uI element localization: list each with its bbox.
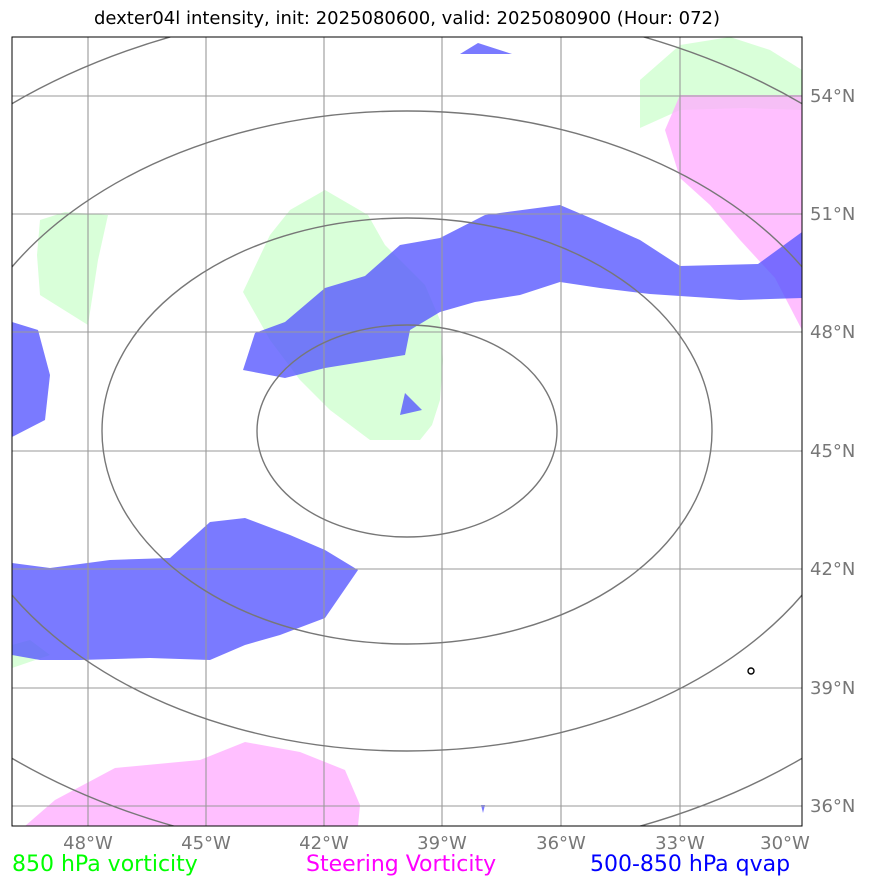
lon-tick-label: 42°W bbox=[299, 833, 349, 854]
lat-tick-label: 48°N bbox=[810, 322, 855, 343]
qvap-region bbox=[460, 43, 512, 54]
plot-border bbox=[11, 36, 803, 827]
intensity-contour-ring bbox=[101, 217, 713, 645]
lat-tick-label: 45°N bbox=[810, 441, 855, 462]
legend-qvap: 500-850 hPa qvap bbox=[590, 852, 791, 877]
lon-tick-label: 33°W bbox=[655, 833, 705, 854]
qvap-region bbox=[481, 805, 485, 813]
lon-tick-label: 45°W bbox=[181, 833, 231, 854]
vorticity-850-region bbox=[37, 212, 108, 325]
intensity-contour-ring bbox=[12, 110, 802, 752]
intensity-contour-ring bbox=[256, 324, 558, 538]
marker-circle bbox=[747, 667, 755, 675]
map-title: dexter04l intensity, init: 2025080600, v… bbox=[93, 8, 721, 29]
qvap-region bbox=[12, 322, 50, 437]
qvap-region bbox=[12, 518, 358, 660]
lat-tick-label: 51°N bbox=[810, 204, 855, 225]
legend-vorticity-850: 850 hPa vorticity bbox=[12, 852, 198, 877]
qvap-region bbox=[243, 205, 802, 378]
qvap-layer bbox=[12, 43, 802, 813]
lat-tick-label: 39°N bbox=[810, 678, 855, 699]
lat-tick-label: 54°N bbox=[810, 86, 855, 107]
lon-tick-label: 39°W bbox=[417, 833, 467, 854]
lon-tick-label: 48°W bbox=[63, 833, 113, 854]
lat-tick-label: 36°N bbox=[810, 796, 855, 817]
lon-tick-label: 30°W bbox=[760, 833, 810, 854]
qvap-region bbox=[400, 393, 422, 415]
map-gridlines bbox=[12, 37, 802, 826]
lon-tick-label: 36°W bbox=[536, 833, 586, 854]
lat-tick-label: 42°N bbox=[810, 559, 855, 580]
lat-tick-labels: 54°N 51°N 48°N 45°N 42°N 39°N 36°N bbox=[810, 86, 855, 817]
steering-vorticity-region bbox=[25, 742, 360, 826]
intensity-contours bbox=[12, 37, 802, 826]
steering-vorticity-layer bbox=[25, 95, 802, 826]
lon-tick-labels: 48°W 45°W 42°W 39°W 36°W 33°W 30°W bbox=[63, 833, 810, 854]
legend-steering-vorticity: Steering Vorticity bbox=[306, 852, 497, 877]
steering-vorticity-region bbox=[665, 95, 802, 330]
